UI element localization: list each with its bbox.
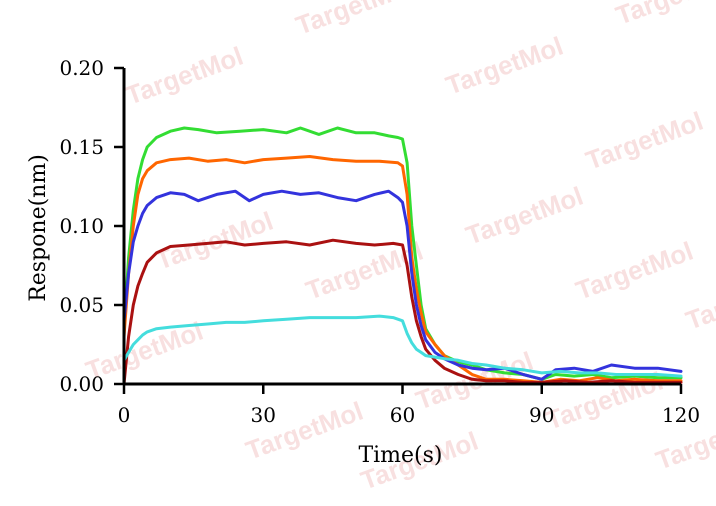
x-tick-label: 60 (390, 403, 415, 427)
y-tick-label: 0.00 (59, 372, 104, 396)
watermark-text: TargetMol (292, 0, 417, 41)
y-tick-label: 0.05 (59, 293, 104, 317)
watermark-text: TargetMol (582, 106, 707, 176)
x-tick-label: 0 (118, 403, 131, 427)
watermark-text: TargetMol (682, 266, 716, 336)
x-tick-label: 30 (251, 403, 276, 427)
y-tick-label: 0.15 (59, 135, 104, 159)
x-tick-label: 90 (529, 403, 554, 427)
watermark-text: TargetMol (442, 31, 567, 101)
watermark-text: TargetMol (462, 181, 587, 251)
x-tick-label: 120 (662, 403, 700, 427)
x-axis-title: Time(s) (358, 443, 442, 468)
axes: 0.00 0.05 0.10 0.15 0.20 0 30 60 90 120 (59, 56, 700, 427)
watermark-text: TargetMol (572, 236, 697, 306)
watermark-text: TargetMol (152, 206, 277, 276)
ticks: 0.00 0.05 0.10 0.15 0.20 0 30 60 90 120 (59, 56, 700, 427)
series-layer (122, 126, 683, 386)
y-tick-label: 0.20 (59, 56, 104, 80)
y-axis-title: Respone(nm) (26, 154, 51, 302)
y-tick-label: 0.10 (59, 214, 104, 238)
series-line-3 (122, 189, 683, 381)
series-line-5 (122, 314, 683, 378)
series-line-4 (122, 238, 683, 386)
watermark-text: TargetMol (122, 41, 247, 111)
watermark-text: TargetMol (612, 0, 716, 31)
